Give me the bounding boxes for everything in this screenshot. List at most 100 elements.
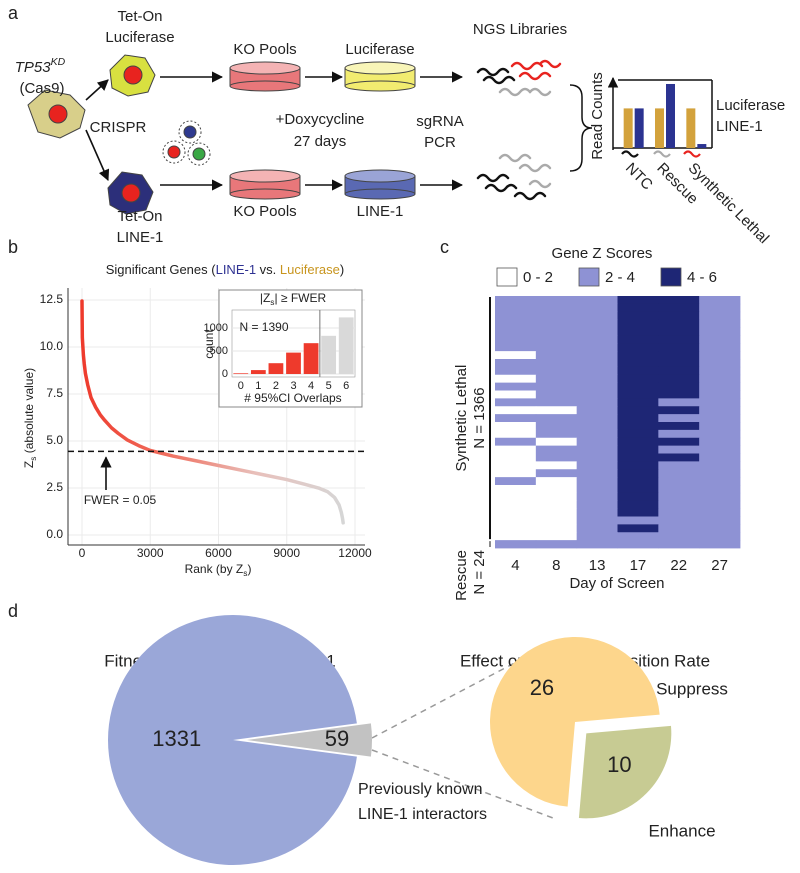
heat-cell [495,516,537,525]
heat-cell [617,351,659,360]
value-label: 26 [530,675,554,700]
heat-cell [535,500,578,510]
panel-label: d [8,601,18,621]
heat-cell [617,406,659,415]
heat-cell [576,461,618,470]
heat-cell [617,516,659,525]
sgrna [476,59,562,201]
heat-cell [658,343,700,352]
heat-cell [699,532,741,541]
heat-cell [576,437,618,447]
heat-cell [658,469,700,478]
heat-cell [658,366,700,376]
x-axis-label: Day of Screen [569,575,664,592]
cell-label: Luciferase [105,29,174,46]
bar [338,317,354,375]
heat-cell [495,359,537,368]
heat-cell [495,477,537,486]
heat-cell [495,485,537,494]
nucleus [121,183,141,203]
heat-cell [535,508,578,517]
heat-cell [535,540,578,549]
bar [686,108,696,148]
heat-cell [495,524,537,533]
heat-cell [699,429,741,439]
heat-cell [658,296,700,305]
heat-cell [535,422,578,431]
bar [303,343,319,375]
heat-cell [617,390,659,399]
heat-cell [535,303,578,313]
x-tick-label: 4 [308,380,314,392]
cell-label: Tet-On [117,208,162,225]
heat-cell [658,351,700,360]
heat-cell [495,335,537,344]
heat-cell [699,382,741,391]
x-tick-label: 5 [326,380,332,392]
heat-cell [576,477,618,486]
heat-cell [699,311,741,321]
annotation: Previously known [358,781,483,798]
pie-slice [490,637,660,807]
heat-cell [576,351,618,360]
heat-cell [699,296,741,305]
heat-cell [699,540,741,549]
heat-cell [617,382,659,391]
panel-c: Gene Z Scores 0 - 2 2 - 4 4 - 6 Synthetic Le… [453,245,741,601]
heat-cell [617,500,659,510]
panel-label: b [8,237,18,257]
y-tick-label: 0 [222,368,228,380]
cell-label: (Cas9) [19,80,64,97]
x-tick-label: Synthetic Lethal [685,160,773,248]
heat-cell [617,398,659,407]
heat-cell [495,296,537,305]
selected-label: LINE-1 [357,203,404,220]
heat-cell [617,485,659,494]
heat-cell [535,398,578,407]
heat-cell [699,303,741,313]
value-label: 59 [325,726,349,751]
x-tick-label: 6000 [205,546,232,560]
legend-label: 0 - 2 [523,269,553,286]
bar [321,335,337,375]
heat-cell [658,414,700,423]
heat-cell [576,492,618,502]
y-tick-label: 10.0 [40,339,64,353]
heat-cell [658,398,700,407]
heat-cell [658,429,700,439]
heat-cell [576,374,618,384]
heat-cell [658,485,700,494]
heat-cell [495,429,537,439]
y-tick-label: 7.5 [46,386,63,400]
pie-slice [108,615,357,865]
x-tick-label: 12000 [338,546,372,560]
heat-cell [576,540,618,549]
heat-cell [535,429,578,439]
heat-cell [576,516,618,525]
x-tick-label: 9000 [273,546,300,560]
heat-cell [535,492,578,502]
heat-cell [495,398,537,407]
heat-cell [658,406,700,415]
heat-cell [535,390,578,399]
heat-cell [658,492,700,502]
heat-cell [535,532,578,541]
heat-cell [658,437,700,447]
x-tick-label: 6 [343,380,349,392]
heat-cell [495,303,537,313]
heat-cell [495,390,537,399]
amplification: PCR [424,134,456,151]
heat-cell [617,303,659,313]
heat-cell [617,319,659,328]
heat-cell [535,359,578,368]
category-label: Suppress [656,679,728,698]
heat-cell [535,366,578,376]
heat-cell [576,311,618,321]
brace [569,84,593,172]
heat-cell [535,343,578,352]
heat-cell [617,437,659,447]
heat-cell [699,359,741,368]
heat-cell [535,516,578,525]
cell-label-part: TP53 [15,59,52,76]
